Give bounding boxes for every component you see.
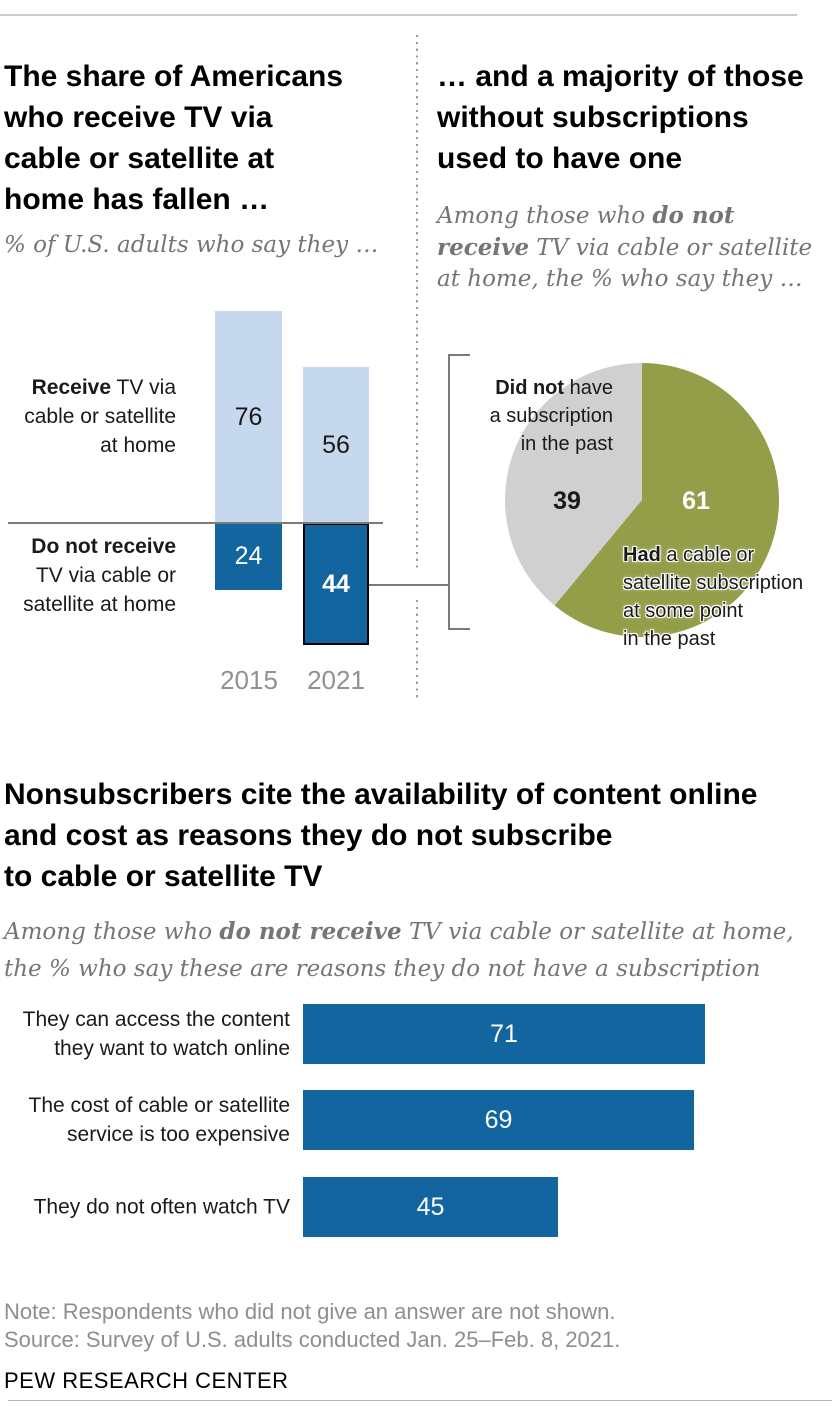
hbar-row: They do not often watch TV 45 xyxy=(0,1177,840,1237)
bar-2015-do-not-receive: 24 xyxy=(215,523,282,590)
bar-2021-receive: 56 xyxy=(303,367,369,523)
axis-label-rest: TV via cable or satellite at home xyxy=(23,564,176,616)
pie-label-had-subscription: Had a cable or satellite subscription at… xyxy=(623,541,840,653)
bracket-bottom-arm xyxy=(448,628,470,630)
subtitle-bold-text: do not receive xyxy=(219,918,402,945)
section2-title: Nonsubscribers cite the availability of … xyxy=(4,777,758,893)
bar-value-label: 56 xyxy=(322,430,350,459)
footer-source: Source: Survey of U.S. adults conducted … xyxy=(4,1327,621,1352)
hbar-category-label: The cost of cable or satellite service i… xyxy=(28,1094,290,1146)
hbar-content-online: 71 xyxy=(303,1004,705,1064)
pie-label-rest: have a subscription in the past xyxy=(489,377,613,455)
dotted-divider-upper xyxy=(416,35,418,570)
pie-label-rest: a cable or satellite subscription at som… xyxy=(623,544,804,650)
bar-value-label: 76 xyxy=(234,402,263,431)
hbar-cost-expensive: 69 xyxy=(303,1090,694,1150)
year-label-2021: 2021 xyxy=(307,665,365,695)
hbar-category-label: They can access the content they want to… xyxy=(22,1008,290,1060)
bracket-vertical xyxy=(448,354,450,630)
dotted-divider-lower xyxy=(416,600,418,702)
pie-label-did-not-have: Did not have a subscription in the past xyxy=(333,374,613,458)
bar-value-label: 24 xyxy=(234,542,263,570)
axis-label-bold: Receive xyxy=(31,376,112,399)
subtitle-text: TV via cable or satellite at home, the %… xyxy=(4,919,794,982)
bottom-rule xyxy=(8,1400,832,1401)
bar-2021-do-not-receive-highlighted: 44 xyxy=(303,523,369,645)
subtitle-bold-text: do not receive xyxy=(437,202,735,261)
subtitle-text: TV via cable or satellite at home, the %… xyxy=(437,235,813,292)
connector-line xyxy=(369,584,449,586)
hbar-not-watch-tv: 45 xyxy=(303,1177,558,1237)
hbar-value-label: 71 xyxy=(490,1019,518,1048)
hbar-category-label: They do not often watch TV xyxy=(33,1195,290,1219)
zero-axis-line xyxy=(8,522,383,524)
pie-chart xyxy=(505,363,779,637)
bracket-top-arm xyxy=(448,354,470,356)
axis-label-do-not-receive: Do not receive TV via cable or satellite… xyxy=(0,532,176,619)
hbar-row: The cost of cable or satellite service i… xyxy=(0,1090,840,1150)
pie-label-bold: Did not xyxy=(495,377,565,399)
pie-label-bold: Had xyxy=(623,544,661,566)
panel-left-title: The share of Americans who receive TV vi… xyxy=(4,60,344,217)
pie-value-green-slice: 61 xyxy=(682,487,710,515)
hbar-value-label: 45 xyxy=(416,1192,445,1221)
footer-note: Note: Respondents who did not give an an… xyxy=(4,1299,616,1324)
axis-label-bold: Do not receive xyxy=(31,535,176,558)
axis-label-rest: TV via cable or satellite at home xyxy=(24,376,176,457)
pew-research-center-brand: PEW RESEARCH CENTER xyxy=(4,1368,289,1393)
axis-label-receive: Receive TV via cable or satellite at hom… xyxy=(0,373,176,460)
pie-value-gray-slice: 39 xyxy=(553,487,581,515)
hbar-row: They can access the content they want to… xyxy=(0,1004,840,1064)
panel-right-title: … and a majority of those without subscr… xyxy=(437,60,804,176)
panel-right-subtitle: Among those who do not receive TV via ca… xyxy=(437,200,839,295)
subtitle-text: Among those who xyxy=(437,203,653,229)
subtitle-text: Among those who xyxy=(4,919,220,945)
bar-2015-receive: 76 xyxy=(215,311,282,523)
panel-left-subtitle: % of U.S. adults who say they … xyxy=(4,232,379,258)
section2-subtitle: Among those who do not receive TV via ca… xyxy=(4,913,838,988)
year-label-2015: 2015 xyxy=(220,665,278,695)
hbar-value-label: 69 xyxy=(484,1105,513,1134)
bar-value-label-highlighted: 44 xyxy=(322,569,350,598)
top-rule xyxy=(0,14,797,16)
